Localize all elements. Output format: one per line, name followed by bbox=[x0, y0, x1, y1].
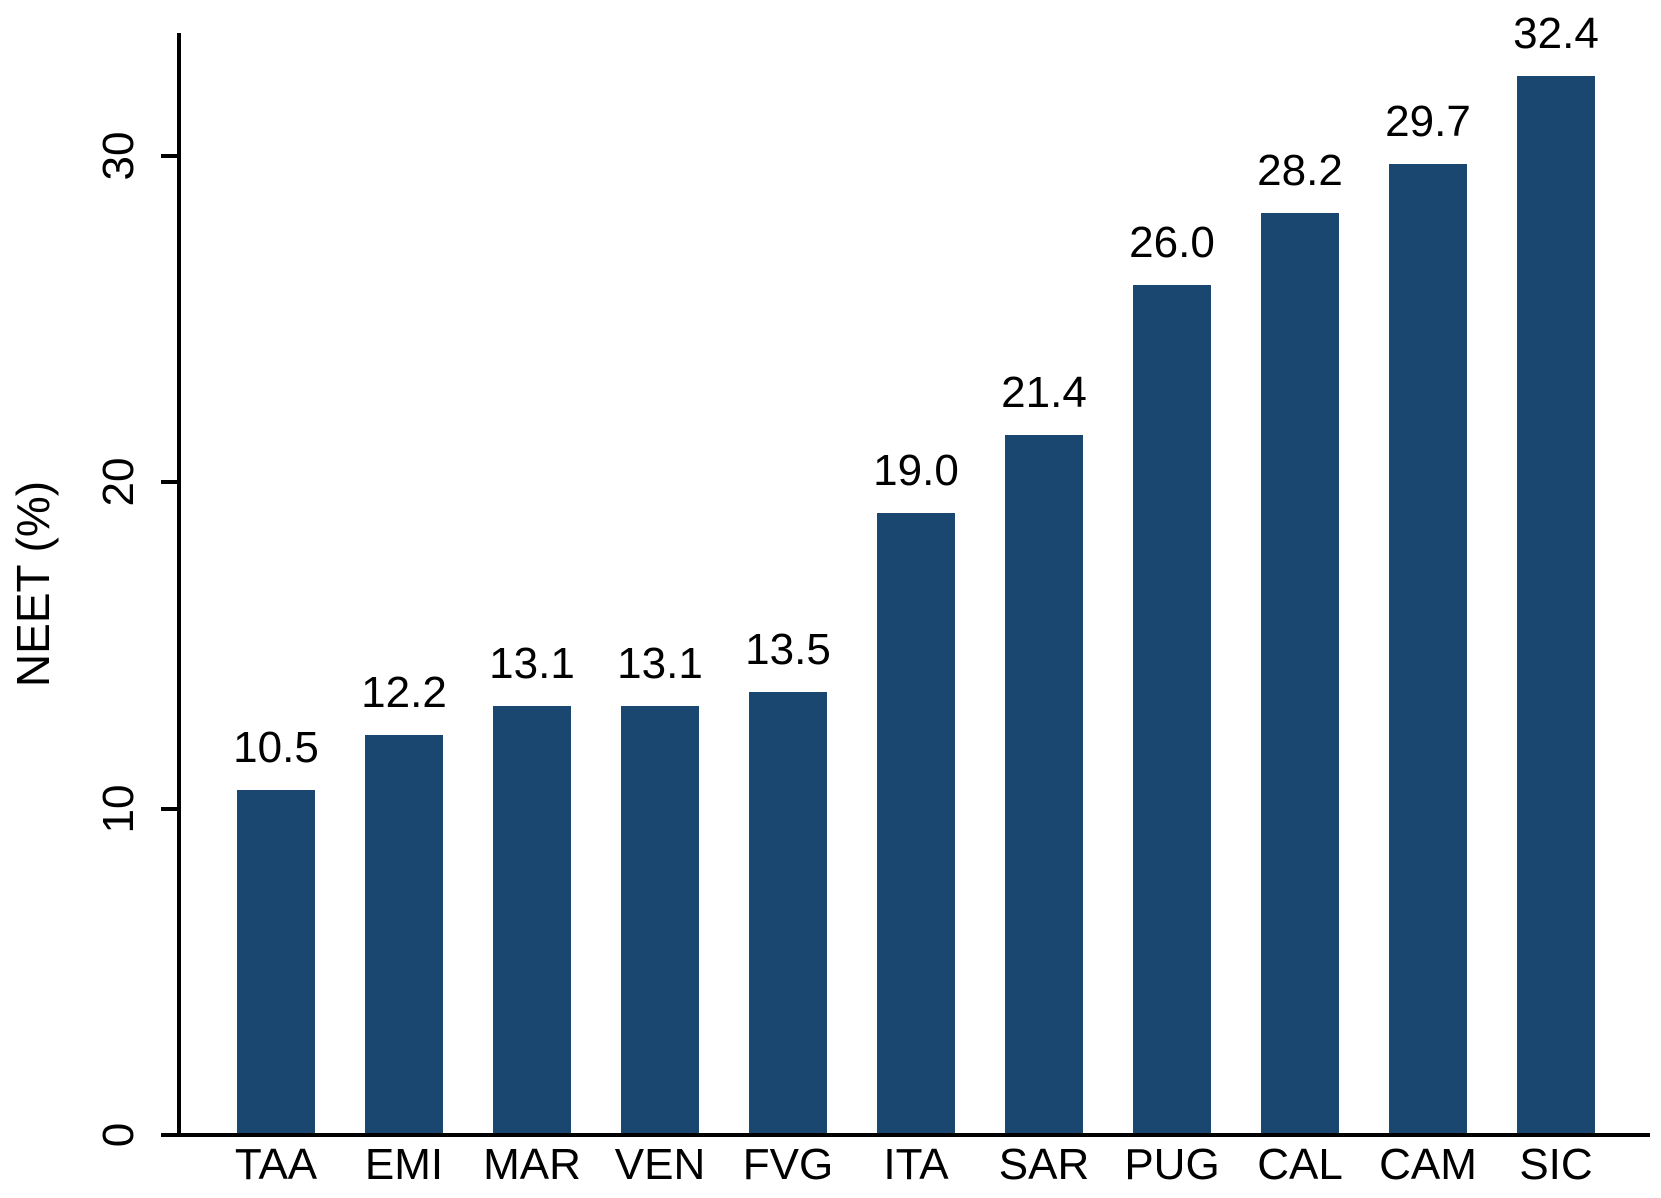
x-category-label: PUG bbox=[1124, 1140, 1220, 1189]
bar-value-label: 29.7 bbox=[1385, 96, 1471, 146]
bar-cam bbox=[1389, 163, 1467, 1133]
y-tick-label: 0 bbox=[94, 1122, 143, 1148]
y-tick-label: 20 bbox=[94, 457, 143, 507]
x-category-label: TAA bbox=[234, 1140, 318, 1189]
bar-ven bbox=[621, 705, 699, 1133]
x-category-label: MAR bbox=[483, 1140, 581, 1189]
bar-value-label: 28.2 bbox=[1257, 145, 1343, 195]
bar-value-label: 12.2 bbox=[361, 667, 447, 717]
bar-pug bbox=[1133, 284, 1211, 1133]
bar-sar bbox=[1005, 434, 1083, 1133]
bar-fvg bbox=[749, 692, 827, 1133]
y-tick-label: 30 bbox=[94, 131, 143, 181]
y-tick-mark bbox=[161, 1133, 178, 1137]
x-category-label: SIC bbox=[1519, 1140, 1593, 1189]
bar-ita bbox=[877, 513, 955, 1133]
x-category-label: FVG bbox=[742, 1140, 834, 1189]
bar-value-label: 13.5 bbox=[745, 625, 831, 675]
y-axis-line bbox=[177, 33, 181, 1137]
bar-mar bbox=[493, 705, 571, 1133]
bar-sic bbox=[1517, 75, 1595, 1133]
x-category-label: EMI bbox=[364, 1140, 444, 1189]
bar-taa bbox=[237, 790, 315, 1133]
bar-value-label: 19.0 bbox=[873, 446, 959, 496]
y-axis-title: NEET (%) bbox=[7, 480, 59, 688]
x-axis-line bbox=[176, 1133, 1650, 1137]
y-tick-mark bbox=[161, 480, 178, 485]
y-tick-label: 10 bbox=[94, 784, 143, 834]
y-tick-mark bbox=[161, 154, 178, 159]
x-category-label: CAM bbox=[1379, 1140, 1477, 1189]
x-category-label: SAR bbox=[998, 1140, 1090, 1189]
x-category-label: ITA bbox=[883, 1140, 949, 1189]
bar-value-label: 10.5 bbox=[233, 723, 319, 773]
bar-value-label: 13.1 bbox=[489, 638, 575, 688]
bar-cal bbox=[1261, 212, 1339, 1133]
bar-value-label: 32.4 bbox=[1513, 8, 1599, 58]
bar-value-label: 13.1 bbox=[617, 638, 703, 688]
bar-value-label: 21.4 bbox=[1001, 367, 1087, 417]
x-category-label: CAL bbox=[1257, 1140, 1343, 1189]
bar-emi bbox=[365, 734, 443, 1133]
x-category-label: VEN bbox=[614, 1140, 706, 1189]
y-tick-mark bbox=[161, 806, 178, 811]
bar-value-label: 26.0 bbox=[1129, 217, 1215, 267]
